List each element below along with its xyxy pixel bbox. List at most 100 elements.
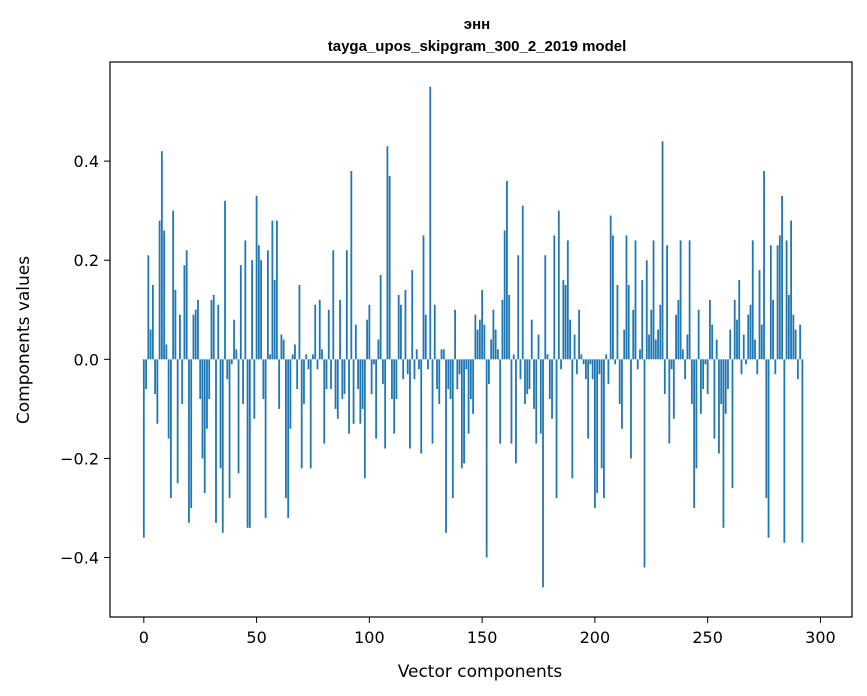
bar xyxy=(212,294,215,360)
bar xyxy=(253,359,256,419)
bar xyxy=(551,359,553,419)
bar xyxy=(275,220,278,360)
bar xyxy=(370,359,373,395)
bar xyxy=(596,359,599,494)
bar xyxy=(318,299,321,360)
bar xyxy=(449,359,452,399)
bar xyxy=(722,359,725,528)
bar xyxy=(661,141,664,360)
bar xyxy=(391,359,393,399)
bar xyxy=(280,334,283,360)
bar xyxy=(282,339,285,360)
bar xyxy=(544,255,547,360)
bar xyxy=(521,205,524,360)
bar xyxy=(312,354,314,360)
bar xyxy=(334,359,337,409)
bar xyxy=(179,314,181,360)
bar xyxy=(781,195,783,360)
bar xyxy=(641,280,644,360)
bar xyxy=(562,280,565,360)
bar xyxy=(754,339,756,360)
bar xyxy=(377,339,380,360)
bar xyxy=(765,359,768,499)
bar xyxy=(257,245,260,360)
bar xyxy=(233,319,235,360)
bar xyxy=(542,359,544,588)
bar xyxy=(323,359,326,444)
x-tick-label: 50 xyxy=(246,628,266,647)
bar xyxy=(713,359,716,439)
bar xyxy=(492,309,495,360)
bar xyxy=(618,359,621,404)
bar xyxy=(384,359,387,449)
bar xyxy=(271,220,274,360)
bar xyxy=(413,359,416,380)
bar xyxy=(151,284,154,360)
bar xyxy=(303,359,305,404)
bar xyxy=(799,324,802,360)
bar xyxy=(194,309,197,360)
bar xyxy=(688,240,691,360)
bar xyxy=(433,304,436,360)
bar xyxy=(352,359,355,424)
bar xyxy=(406,359,409,375)
bar xyxy=(632,309,635,360)
bar xyxy=(345,250,348,360)
bar xyxy=(343,359,346,395)
bar xyxy=(237,359,240,474)
bar xyxy=(591,359,594,380)
bar xyxy=(490,339,493,360)
bar xyxy=(244,240,247,360)
bar xyxy=(697,309,700,360)
bar xyxy=(298,284,301,360)
bar xyxy=(438,359,441,404)
bar xyxy=(772,299,774,360)
bar xyxy=(456,359,459,390)
bar xyxy=(639,349,641,360)
bar xyxy=(605,354,608,360)
bar xyxy=(630,359,632,459)
bar xyxy=(729,329,732,360)
bar xyxy=(386,146,389,360)
bar xyxy=(625,235,628,360)
bar xyxy=(758,270,761,360)
bar xyxy=(774,359,777,375)
bar xyxy=(659,304,662,360)
bar xyxy=(339,299,341,360)
bar xyxy=(582,359,585,365)
bar xyxy=(706,359,709,395)
bar xyxy=(738,280,741,360)
bar xyxy=(609,215,612,360)
bar xyxy=(285,359,287,499)
bar xyxy=(454,309,456,360)
bar xyxy=(176,359,179,484)
bar xyxy=(393,359,396,434)
bar xyxy=(445,359,447,533)
bar xyxy=(718,359,720,454)
bar xyxy=(336,359,339,419)
bar xyxy=(715,339,718,360)
bar xyxy=(652,240,655,360)
x-tick-label: 0 xyxy=(139,628,149,647)
bar xyxy=(663,359,666,395)
bar xyxy=(219,359,222,469)
x-tick-label: 200 xyxy=(580,628,611,647)
bar xyxy=(418,359,420,370)
bar xyxy=(409,359,411,449)
bar xyxy=(767,359,770,538)
bar xyxy=(188,359,190,523)
bar xyxy=(693,359,696,508)
bar xyxy=(314,304,317,360)
bar xyxy=(679,240,682,360)
bar xyxy=(239,265,242,360)
bar xyxy=(695,359,698,469)
x-tick-label: 250 xyxy=(692,628,723,647)
bar xyxy=(557,210,560,360)
bar xyxy=(251,260,253,360)
bar xyxy=(429,86,432,360)
bar xyxy=(436,359,438,390)
bar xyxy=(499,359,502,444)
bar xyxy=(427,359,429,370)
bar xyxy=(796,359,799,380)
bar xyxy=(654,339,657,360)
